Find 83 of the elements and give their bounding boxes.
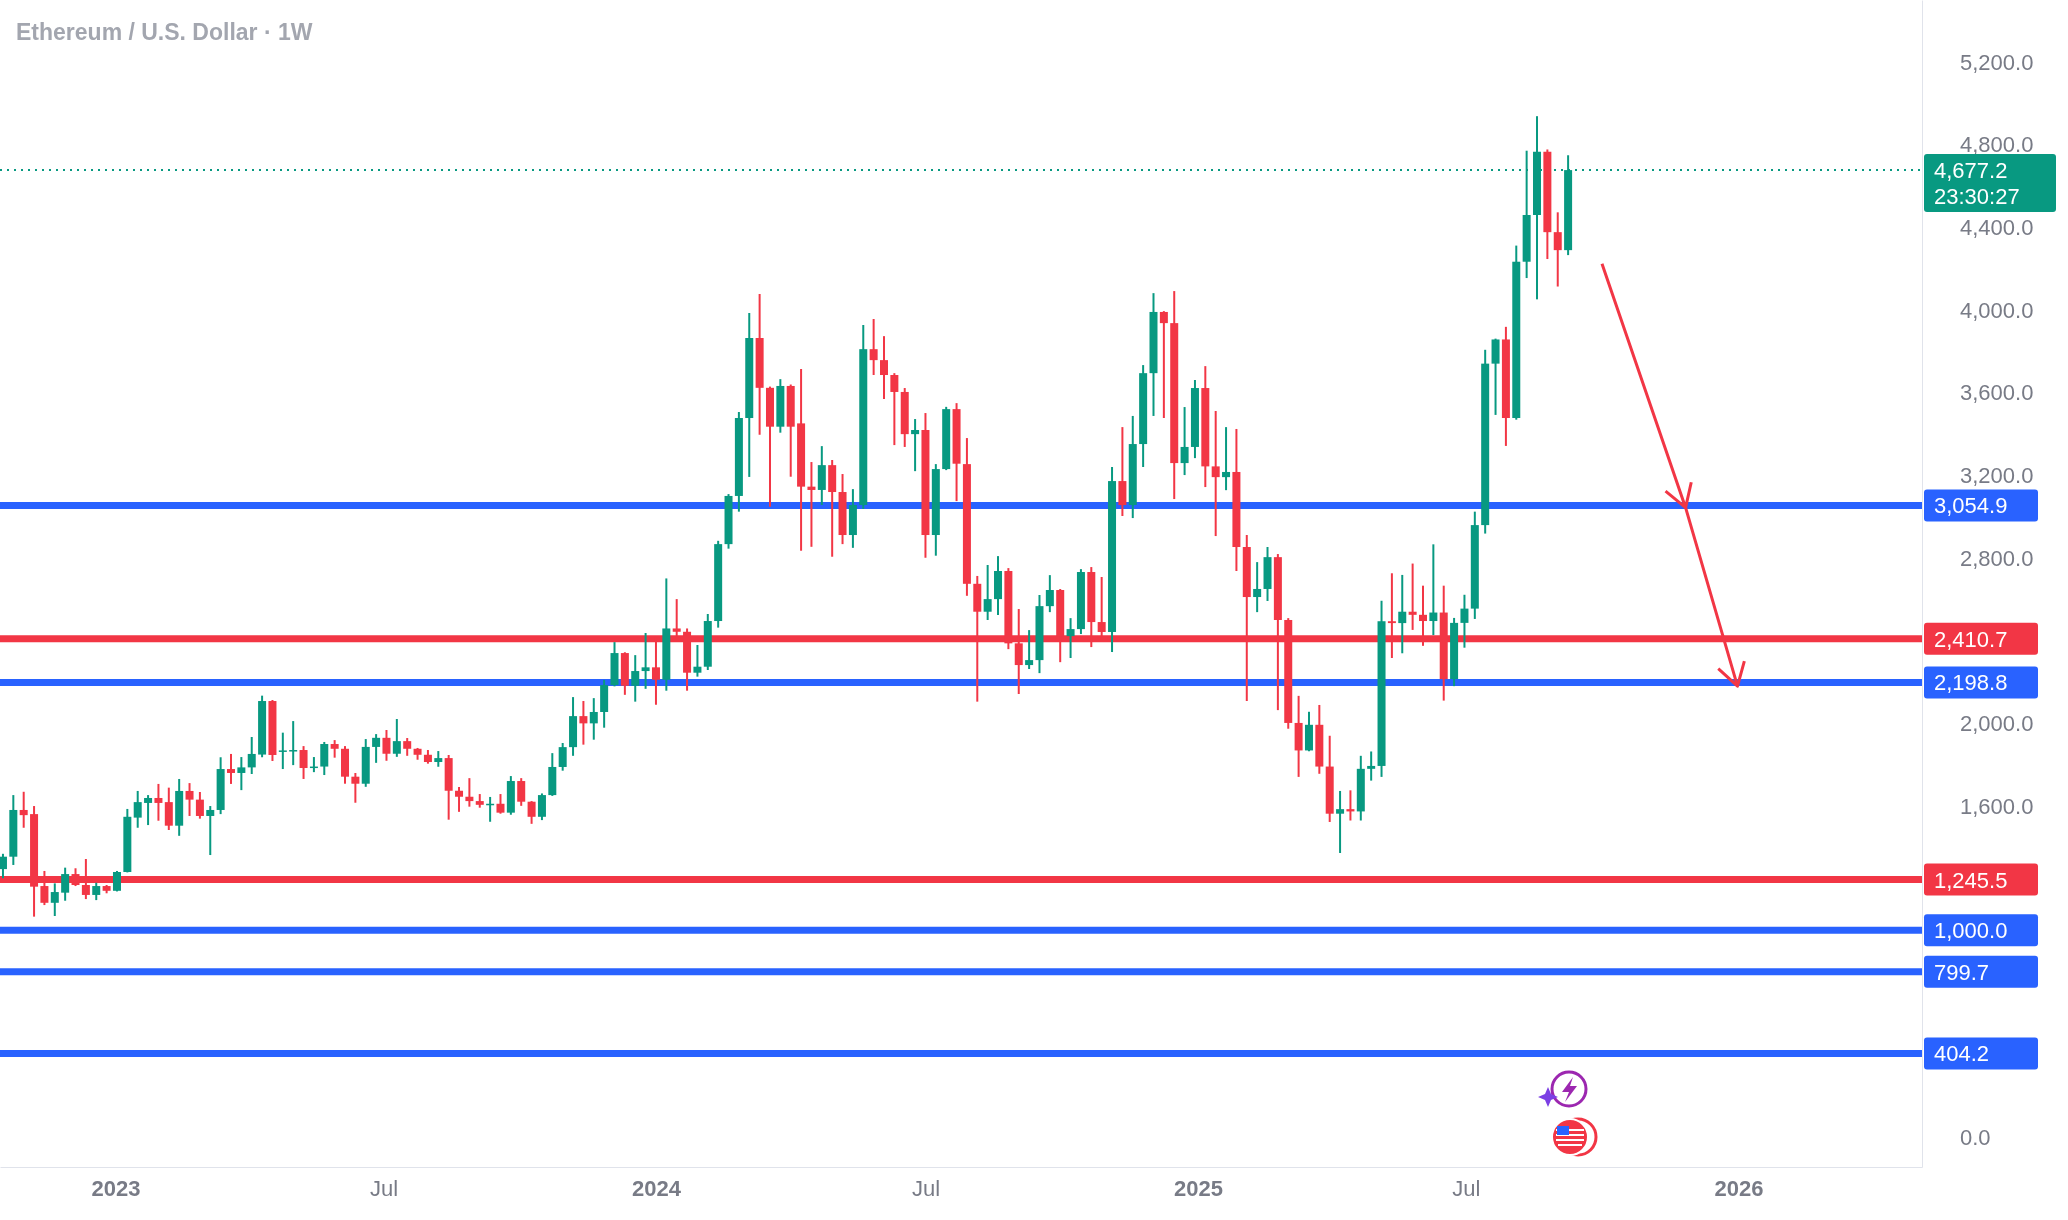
- candlestick: [1553, 211, 1562, 288]
- candlestick: [382, 728, 391, 762]
- candlestick: [1159, 310, 1168, 420]
- candlestick: [185, 782, 194, 817]
- candlestick: [320, 740, 329, 777]
- candlestick: [579, 700, 588, 746]
- candlestick: [890, 372, 899, 447]
- candlestick: [1336, 789, 1345, 854]
- y-tick-label: 4,400.0: [1960, 214, 2034, 240]
- text: Ethereum / U.S. Dollar · 1W: [16, 19, 313, 45]
- candlestick: [1367, 750, 1376, 782]
- ref-line-label: 1,000.0: [1934, 918, 2008, 944]
- candlestick: [1408, 562, 1417, 631]
- candlestick: [527, 800, 536, 825]
- y-tick-label: 1,600.0: [1960, 793, 2034, 819]
- candlestick: [372, 733, 381, 764]
- candlestick: [299, 745, 308, 780]
- candlestick: [589, 697, 598, 741]
- candlestick: [641, 632, 650, 690]
- text: 23:30:27: [1934, 184, 2020, 210]
- candlestick: [1253, 561, 1262, 614]
- ref-line-label: 799.7: [1934, 959, 1990, 985]
- candlestick: [227, 752, 235, 785]
- candlestick: [1398, 573, 1407, 655]
- candlestick: [693, 644, 702, 678]
- candlestick: [154, 782, 163, 822]
- candlestick: [869, 317, 878, 377]
- candlestick: [164, 786, 173, 832]
- y-tick-label: 3,600.0: [1960, 380, 2034, 406]
- candlestick: [1025, 629, 1034, 670]
- candlestick: [19, 790, 28, 829]
- candlestick: [144, 794, 153, 827]
- x-tick-label: 2025: [1173, 1176, 1223, 1202]
- x-tick-label: 2026: [1714, 1176, 1764, 1202]
- candlestick: [1066, 617, 1075, 660]
- candlestick: [558, 741, 567, 772]
- y-tick-label: 4,000.0: [1960, 297, 2034, 323]
- x-tick-label: 2024: [631, 1176, 682, 1202]
- candlestick: [206, 805, 215, 857]
- ref-line-label: 404.2: [1934, 1041, 1990, 1067]
- y-tick-label: 3,200.0: [1960, 463, 2034, 489]
- candlestick: [392, 718, 401, 758]
- candlestick: [1180, 406, 1189, 477]
- x-tick-label: Jul: [1452, 1176, 1481, 1202]
- candlestick: [237, 756, 246, 792]
- candlestick: [631, 654, 640, 703]
- x-tick-label: 2023: [91, 1176, 141, 1202]
- ref-line-label: 1,245.5: [1934, 867, 2008, 893]
- ref-line-label: 2,198.8: [1934, 670, 2008, 696]
- candlestick: [50, 882, 59, 918]
- y-tick-label: 5,200.0: [1960, 49, 2034, 75]
- candlestick: [1460, 593, 1469, 649]
- y-tick-label: 2,800.0: [1960, 545, 2034, 571]
- candlestick: [133, 789, 142, 829]
- candlestick: [1222, 426, 1231, 492]
- candlestick: [195, 790, 204, 820]
- candlestick: [496, 793, 505, 815]
- candlestick: [517, 777, 526, 807]
- candlestick: [247, 736, 256, 775]
- y-tick-label: 4,800.0: [1960, 132, 2034, 158]
- candlestick: [1211, 409, 1220, 538]
- candlestick: [911, 418, 920, 473]
- candlestick: [465, 777, 474, 808]
- candlestick: [1118, 426, 1127, 517]
- y-tick-label: 2,000.0: [1960, 711, 2034, 737]
- candlestick: [289, 720, 298, 767]
- candlestick: [0, 852, 7, 880]
- candlestick: [1429, 543, 1438, 637]
- ref-line-label: 3,054.9: [1934, 493, 2008, 519]
- x-tick-label: Jul: [911, 1176, 941, 1202]
- candlestick: [983, 564, 992, 621]
- candlestick: [61, 866, 70, 902]
- x-tick-label: Jul: [369, 1176, 399, 1202]
- ref-line-label: 4,677.2: [1934, 158, 2008, 184]
- ref-line-label: 2,410.7: [1934, 626, 2008, 652]
- candlestick: [537, 792, 546, 822]
- candlestick: [351, 771, 360, 804]
- candlestick: [278, 731, 287, 771]
- y-tick-label: 0.0: [1960, 1124, 1991, 1150]
- candlestick: [1045, 574, 1054, 614]
- candlestick: [880, 335, 888, 400]
- candlestick: [455, 786, 464, 813]
- candlestick: [807, 461, 816, 548]
